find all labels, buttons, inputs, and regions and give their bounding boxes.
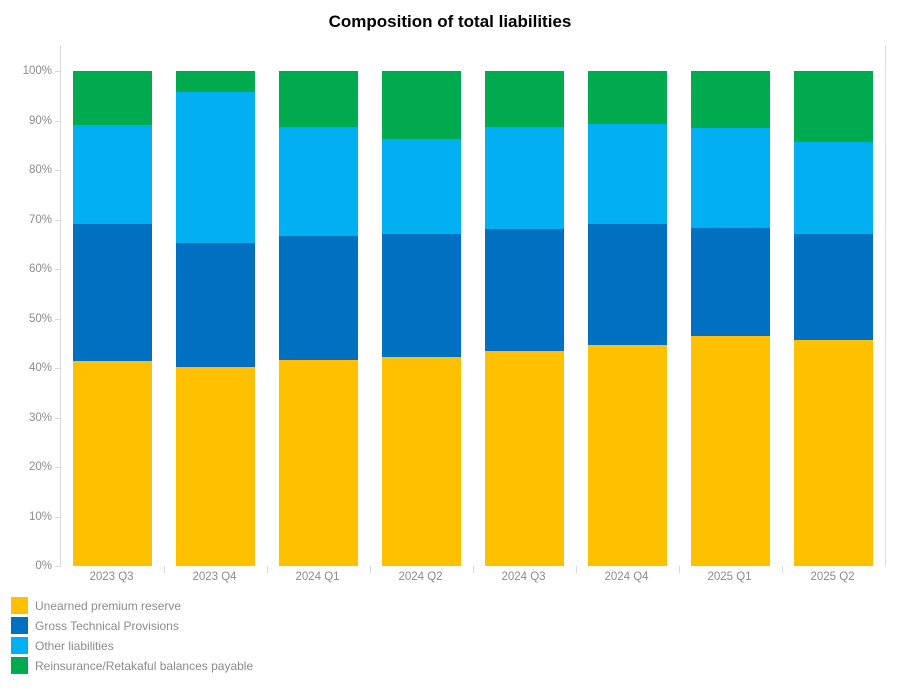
legend: Unearned premium reserve Gross Technical …: [11, 597, 253, 677]
bar-segment[interactable]: [279, 359, 358, 566]
legend-label: Other liabilities: [35, 638, 114, 653]
legend-item[interactable]: Other liabilities: [11, 637, 253, 654]
bar-segment[interactable]: [588, 344, 667, 566]
bar-segment[interactable]: [176, 366, 255, 566]
bar-2024-q3: [485, 71, 564, 566]
bar-segment[interactable]: [691, 71, 770, 129]
x-axis-label: 2024 Q2: [398, 571, 443, 583]
legend-item[interactable]: Gross Technical Provisions: [11, 617, 253, 634]
bar-segment[interactable]: [382, 139, 461, 235]
x-axis-tick: [164, 566, 165, 573]
y-axis-tick: [55, 319, 61, 320]
bar-segment[interactable]: [73, 71, 152, 126]
bar-segment[interactable]: [73, 224, 152, 361]
bar-2025-q2: [794, 71, 873, 566]
bar-segment[interactable]: [382, 234, 461, 357]
bar-2024-q4: [588, 71, 667, 566]
bar-segment[interactable]: [485, 351, 564, 566]
y-axis-tick-label: 80%: [28, 164, 52, 176]
legend-swatch: [11, 617, 28, 634]
bar-segment[interactable]: [485, 127, 564, 229]
bar-segment[interactable]: [794, 71, 873, 143]
y-axis-tick-label: 100%: [22, 65, 52, 77]
x-axis-label: 2024 Q3: [501, 571, 546, 583]
bar-segment[interactable]: [279, 71, 358, 128]
bar-segment[interactable]: [382, 356, 461, 566]
y-axis-tick: [55, 368, 61, 369]
y-axis-tick: [55, 566, 61, 567]
x-axis-label: 2024 Q4: [604, 571, 649, 583]
y-axis-tick: [55, 71, 61, 72]
y-axis-tick-label: 10%: [28, 511, 52, 523]
bar-segment[interactable]: [485, 228, 564, 352]
legend-label: Reinsurance/Retakaful balances payable: [35, 658, 254, 673]
y-axis-tick-label: 90%: [28, 115, 52, 127]
bar-2023-q3: [73, 71, 152, 566]
bar-segment[interactable]: [588, 223, 667, 345]
x-axis-tick: [267, 566, 268, 573]
legend-item[interactable]: Unearned premium reserve: [11, 597, 253, 614]
bar-segment[interactable]: [588, 71, 667, 124]
x-axis: 2023 Q3 2023 Q4 2024 Q1 2024 Q2 2024 Q3 2024 …: [60, 571, 884, 587]
x-axis-label: 2025 Q1: [707, 571, 752, 583]
bar-segment[interactable]: [485, 71, 564, 128]
chart-title: Composition of total liabilities: [328, 12, 572, 31]
x-axis-tick: [473, 566, 474, 573]
bar-segment[interactable]: [691, 335, 770, 566]
legend-label: Unearned premium reserve: [35, 598, 182, 613]
bars-container: [61, 71, 885, 566]
x-axis-tick: [782, 566, 783, 573]
legend-label: Gross Technical Provisions: [35, 618, 179, 633]
bar-segment[interactable]: [691, 128, 770, 229]
x-axis-label: 2023 Q3: [89, 571, 134, 583]
bar-segment[interactable]: [382, 71, 461, 140]
bar-segment[interactable]: [279, 236, 358, 360]
plot-area: [55, 45, 886, 573]
bar-segment[interactable]: [176, 242, 255, 367]
y-axis-tick-label: 60%: [28, 263, 52, 275]
bar-segment[interactable]: [691, 228, 770, 336]
y-axis-tick: [55, 418, 61, 419]
y-axis-tick-label: 0%: [35, 560, 52, 572]
x-axis-label: 2025 Q2: [810, 571, 855, 583]
x-axis-label: 2024 Q1: [295, 571, 340, 583]
bar-segment[interactable]: [176, 91, 255, 243]
x-axis-label: 2023 Q4: [192, 571, 237, 583]
bar-2023-q4: [176, 71, 255, 566]
legend-item[interactable]: Reinsurance/Retakaful balances payable: [11, 657, 253, 674]
y-axis-tick: [55, 269, 61, 270]
legend-swatch: [11, 657, 28, 674]
legend-swatch: [11, 597, 28, 614]
y-axis-tick-label: 50%: [28, 313, 52, 325]
y-axis-tick: [55, 170, 61, 171]
y-axis-tick: [55, 517, 61, 518]
legend-swatch: [11, 637, 28, 654]
bar-segment[interactable]: [588, 124, 667, 224]
y-axis-tick: [55, 121, 61, 122]
y-axis-tick: [55, 467, 61, 468]
y-axis-tick: [55, 220, 61, 221]
x-axis-tick: [576, 566, 577, 573]
y-axis-tick-label: 30%: [28, 412, 52, 424]
y-axis-tick-label: 20%: [28, 461, 52, 473]
y-axis: 0% 10% 20% 30% 40% 50% 60% 70% 80% 90% 100%: [0, 45, 52, 572]
bar-segment[interactable]: [794, 234, 873, 341]
bar-segment[interactable]: [73, 125, 152, 225]
x-axis-tick: [370, 566, 371, 573]
y-axis-tick-label: 40%: [28, 362, 52, 374]
y-axis-tick-label: 70%: [28, 214, 52, 226]
bar-segment[interactable]: [73, 360, 152, 566]
bar-segment[interactable]: [794, 340, 873, 566]
bar-2024-q2: [382, 71, 461, 566]
x-axis-tick: [679, 566, 680, 573]
bar-2025-q1: [691, 71, 770, 566]
bar-segment[interactable]: [279, 127, 358, 237]
bar-segment[interactable]: [794, 142, 873, 235]
bar-segment[interactable]: [176, 71, 255, 92]
bar-2024-q1: [279, 71, 358, 566]
